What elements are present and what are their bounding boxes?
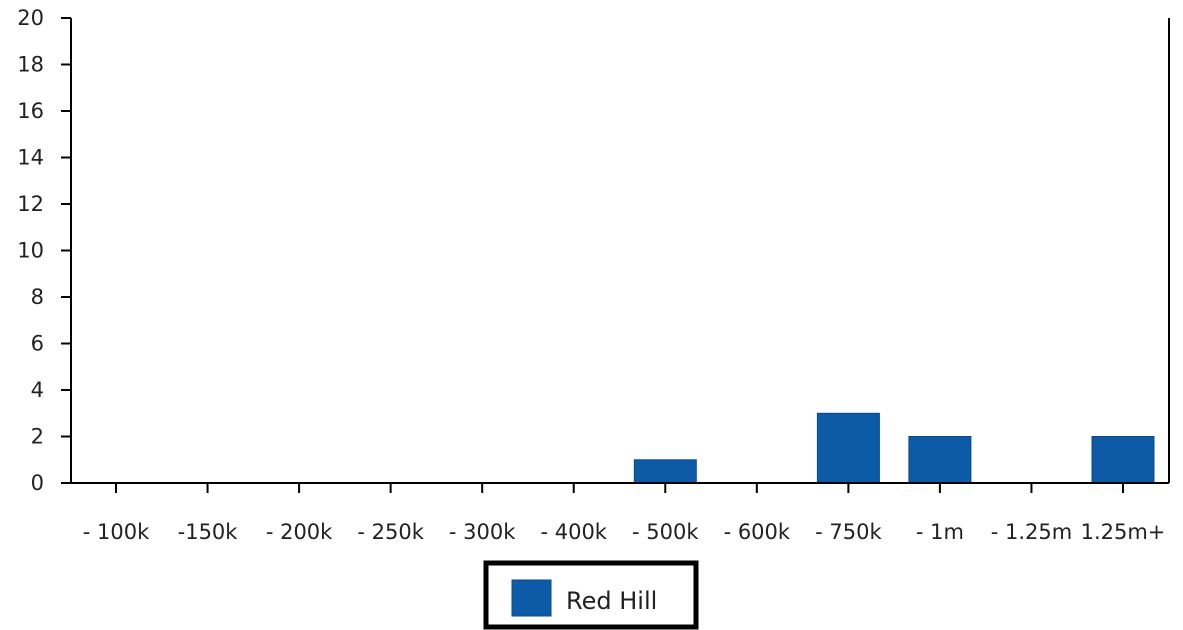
x-tick-label: - 100k <box>83 520 150 544</box>
y-tick-label: 12 <box>17 192 44 216</box>
y-tick-label: 10 <box>17 239 44 263</box>
x-tick-label: - 250k <box>357 520 424 544</box>
y-tick-label: 20 <box>17 6 44 30</box>
y-tick-label: 18 <box>17 53 44 77</box>
legend: Red Hill <box>483 560 699 630</box>
legend-swatch-red-hill <box>511 579 552 617</box>
x-tick-label: - 300k <box>449 520 516 544</box>
bars-group <box>633 412 1155 484</box>
x-tick-label: - 400k <box>540 520 607 544</box>
x-tick-label: - 1m <box>916 520 964 544</box>
y-tick-label: 8 <box>31 285 44 309</box>
x-axis-ticks: - 100k -150k - 200k - 250k - 300k - 400k - 500… <box>83 483 1166 544</box>
axes-group <box>70 18 1170 484</box>
x-tick-label: - 1.25m <box>991 520 1072 544</box>
y-tick-label: 6 <box>31 332 44 356</box>
y-tick-label: 14 <box>17 146 44 170</box>
x-tick-label: -150k <box>178 520 239 544</box>
x-tick-label: - 500k <box>632 520 699 544</box>
bar-9 <box>908 436 972 484</box>
y-tick-label: 4 <box>31 378 44 402</box>
x-tick-label: - 200k <box>266 520 333 544</box>
bar-6 <box>633 459 697 484</box>
bar-11 <box>1091 436 1155 484</box>
y-axis-ticks: 0 2 4 6 8 10 12 14 16 18 20 <box>17 6 71 495</box>
y-tick-label: 0 <box>31 471 44 495</box>
x-tick-label: - 750k <box>815 520 882 544</box>
legend-label-red-hill: Red Hill <box>566 587 657 615</box>
y-tick-label: 2 <box>31 425 44 449</box>
bar-8 <box>816 412 880 484</box>
x-tick-label: 1.25m+ <box>1081 520 1166 544</box>
y-tick-label: 16 <box>17 99 44 123</box>
x-tick-label: - 600k <box>724 520 791 544</box>
